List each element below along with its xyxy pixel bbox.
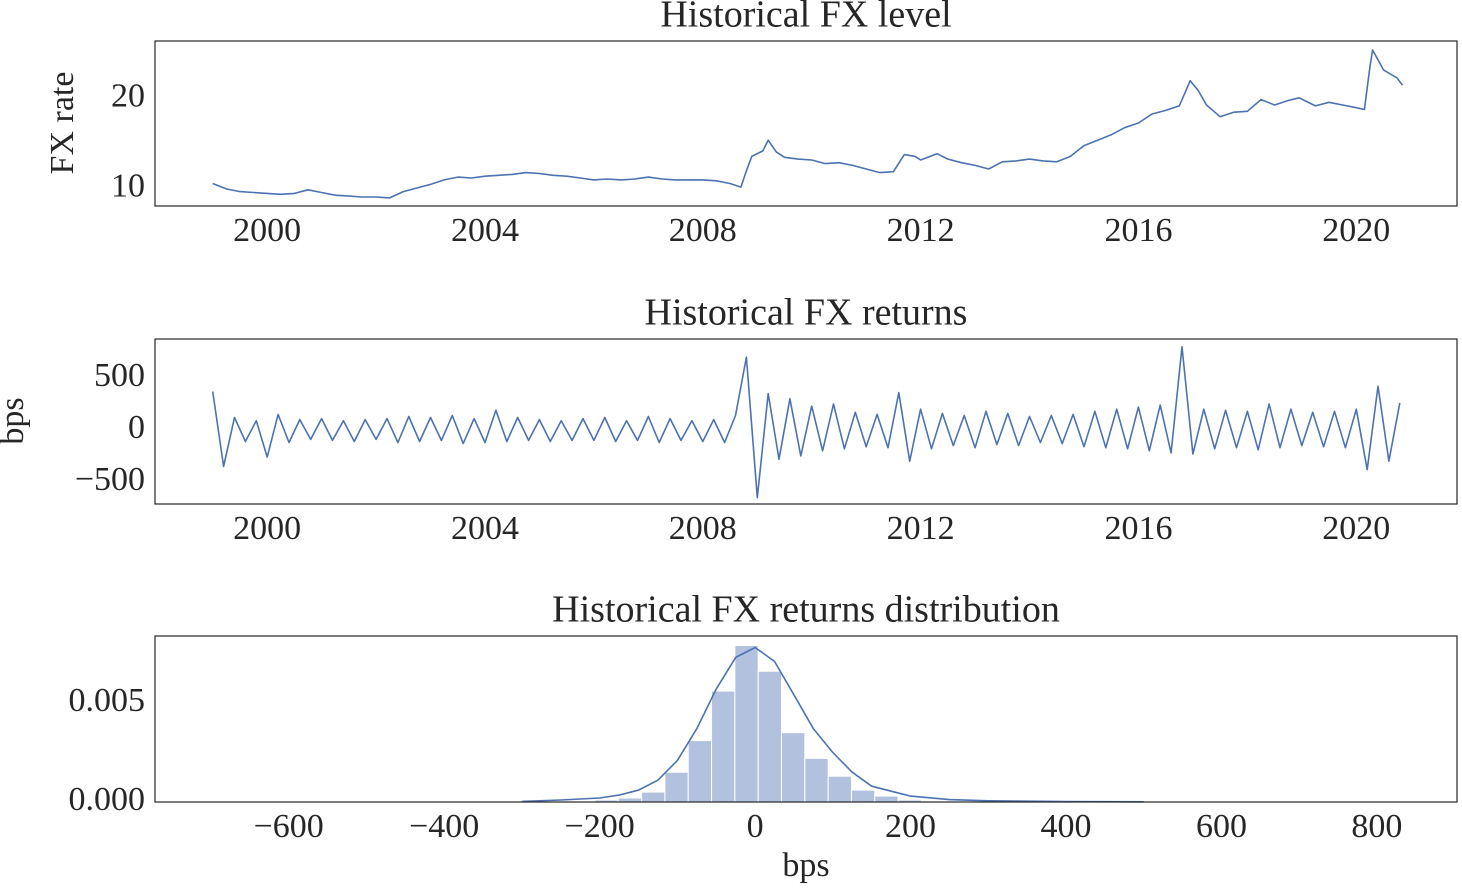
y-axis-label: FX rate — [44, 72, 81, 175]
x-tick-label: 2008 — [669, 510, 737, 547]
histogram-bar — [711, 690, 736, 803]
histogram-bar — [850, 789, 876, 803]
x-tick-label: 2020 — [1322, 212, 1390, 249]
x-tick-label: 2000 — [233, 212, 301, 249]
x-tick-label: 2000 — [233, 510, 301, 547]
x-tick-label: 2008 — [669, 212, 737, 249]
x-tick-label: 2012 — [887, 510, 955, 547]
x-tick-label: −600 — [254, 808, 324, 845]
x-tick-label: 400 — [1041, 808, 1092, 845]
histogram-bar — [874, 795, 899, 803]
y-tick-label: 20 — [111, 78, 145, 115]
histogram-bar — [781, 732, 806, 803]
chart-title: Historical FX returns — [645, 292, 968, 334]
y-tick-label: 0.005 — [69, 682, 146, 719]
x-tick-label: −400 — [409, 808, 479, 845]
x-tick-label: 600 — [1196, 808, 1247, 845]
x-tick-label: 2004 — [451, 510, 519, 547]
x-tick-label: 2012 — [887, 212, 955, 249]
plot-frame — [154, 338, 1458, 505]
y-tick-label: 500 — [94, 357, 145, 394]
histogram-bar — [687, 740, 713, 803]
x-tick-label: 2016 — [1104, 212, 1172, 249]
x-tick-label: 0 — [747, 808, 764, 845]
x-axis-label: bps — [782, 847, 829, 884]
histogram-bar — [734, 645, 759, 803]
x-tick-label: 200 — [885, 808, 936, 845]
data-line — [211, 346, 1401, 499]
chart-title: Historical FX returns distribution — [552, 589, 1060, 631]
histogram-bar — [664, 771, 689, 803]
x-tick-label: −200 — [565, 808, 635, 845]
y-tick-label: 0 — [128, 409, 145, 446]
histogram-bar — [804, 757, 829, 803]
x-tick-label: 800 — [1351, 808, 1402, 845]
histogram-bar — [641, 791, 666, 803]
histogram-bar — [757, 670, 783, 803]
x-tick-label: 2020 — [1322, 510, 1390, 547]
plot-frame — [154, 635, 1458, 803]
data-line — [212, 49, 1404, 199]
y-tick-label: −500 — [75, 461, 145, 498]
histogram-bar — [827, 775, 852, 803]
x-tick-label: 2004 — [451, 212, 519, 249]
plot-frame — [154, 40, 1458, 207]
y-axis-label: bps — [0, 397, 31, 444]
y-tick-label: 0.000 — [69, 781, 146, 818]
x-tick-label: 2016 — [1104, 510, 1172, 547]
chart-title: Historical FX level — [660, 0, 951, 36]
kde-line — [521, 646, 1144, 803]
y-tick-label: 10 — [111, 168, 145, 205]
